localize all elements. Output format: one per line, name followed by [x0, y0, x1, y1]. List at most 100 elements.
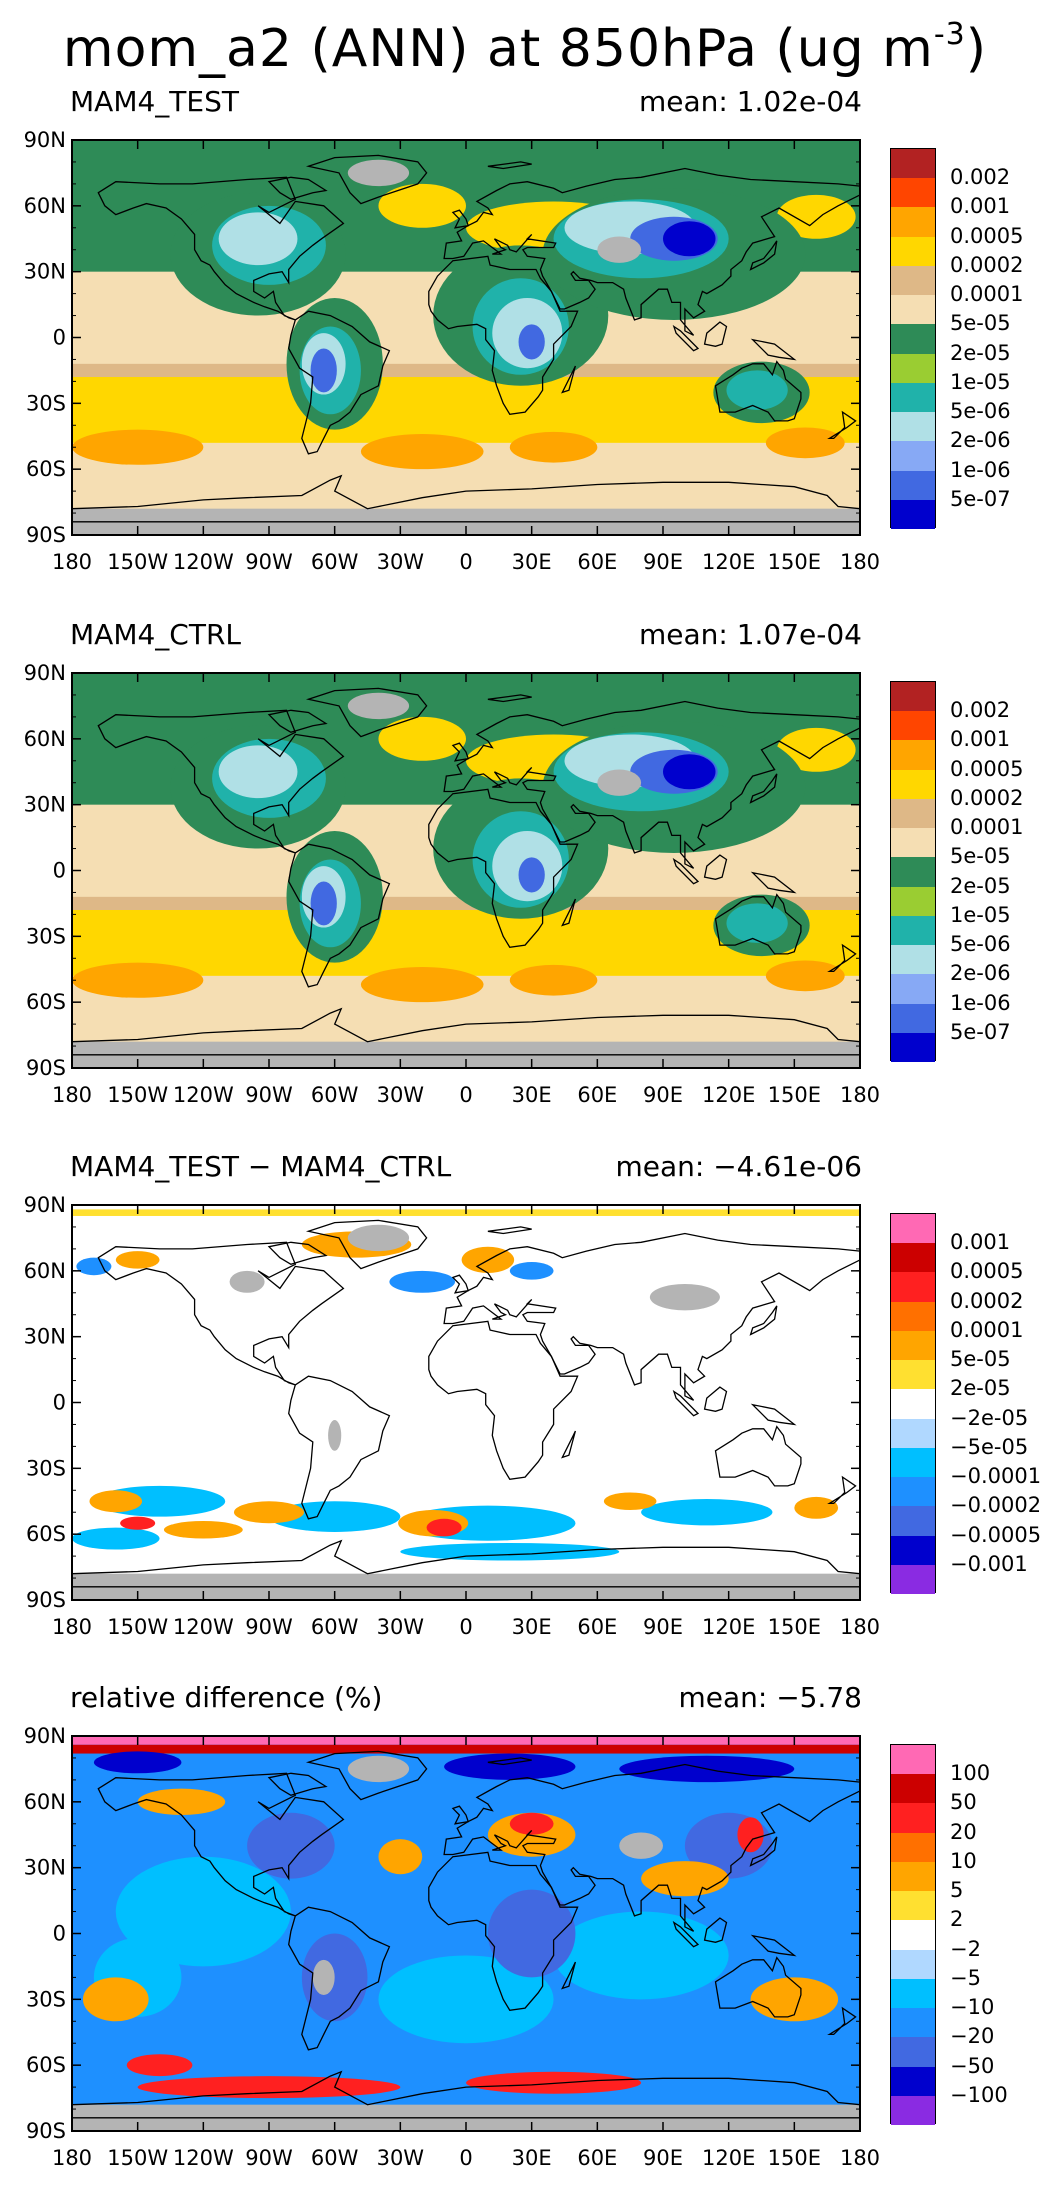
- coastline-japan: [749, 240, 778, 271]
- lat-tick-label: 30N: [24, 260, 66, 284]
- lat-tick-label: 60S: [26, 990, 66, 1014]
- colorbar-tick-label: 5e-06: [950, 399, 1011, 424]
- lat-tick-label: 0: [53, 1922, 66, 1946]
- colorbar-swatch: [891, 2037, 935, 2068]
- map-0: 90N 60N 30N 0 30S 60S 90S 180 150W 120W 90W 60W 30W 0…: [24, 128, 880, 574]
- lon-tick-label: 0: [459, 550, 472, 574]
- colorbar-swatch: [891, 1506, 935, 1537]
- colorbar-swatch: [891, 2066, 935, 2097]
- coastline-baffin: [267, 1241, 328, 1266]
- field-contour-region: [247, 1812, 335, 1879]
- colorbar-swatch: [891, 265, 935, 296]
- coastlines: [72, 687, 860, 1056]
- coastline-north-america: [97, 709, 345, 854]
- colorbar-swatch: [891, 2095, 935, 2126]
- colorbar-swatch: [891, 382, 935, 413]
- colorbar-swatch: [891, 324, 935, 355]
- field-contour-region: [115, 1251, 160, 1269]
- coastline-baffin: [267, 1772, 328, 1797]
- field-contour-region: [89, 1490, 143, 1513]
- coastline-africa: [428, 255, 579, 416]
- field-layer: [72, 1205, 860, 1600]
- lon-tick-label: 60W: [311, 1615, 359, 1639]
- lon-tick-label: 120E: [702, 550, 755, 574]
- coastline-new-guinea: [750, 338, 797, 361]
- lat-tick-label: 60N: [24, 1790, 66, 1814]
- lon-tick-label: 120E: [702, 1615, 755, 1639]
- lon-tick-label: 90W: [245, 550, 293, 574]
- field-contour-region: [509, 431, 598, 463]
- coastline-svalbard-arc: [487, 1757, 532, 1766]
- field-contour-region: [163, 1521, 243, 1539]
- title-close-paren: ): [965, 19, 988, 79]
- coastline-eurasia: [443, 167, 860, 336]
- field-contour-region: [378, 1955, 554, 2044]
- coastline-south-america: [288, 310, 391, 455]
- lon-tick-label: 180: [840, 1083, 880, 1107]
- colorbar-tick-label: −0.0002: [950, 1493, 1042, 1518]
- field-contour-region: [509, 1812, 554, 1835]
- field-contour-region: [726, 370, 788, 410]
- lon-tick-label: 180: [840, 550, 880, 574]
- lon-tick-label: 120W: [173, 2146, 234, 2170]
- lat-tick-label: 0: [53, 326, 66, 350]
- lon-tick-label: 30W: [377, 1083, 425, 1107]
- field-contour-region: [72, 962, 204, 998]
- field-contour-region: [93, 1751, 182, 1774]
- lon-tick-label: 0: [459, 1615, 472, 1639]
- colorbar-swatch: [891, 1272, 935, 1303]
- field-contour-region: [218, 212, 298, 266]
- coastline-south-america: [288, 1375, 391, 1520]
- colorbar-swatch: [891, 1447, 935, 1478]
- colorbar-tick-label: 10: [950, 1848, 977, 1873]
- coastline-new-zealand: [827, 1475, 857, 1505]
- coastline-new-zealand: [827, 2006, 857, 2036]
- field-contour-region: [76, 1257, 112, 1276]
- colorbar-tick-label: 0.0001: [950, 1317, 1024, 1342]
- lon-tick-label: 60E: [577, 1615, 617, 1639]
- coastline-borneo: [703, 1917, 728, 1943]
- field-contour-region: [233, 1501, 305, 1524]
- colorbar: [890, 148, 936, 530]
- colorbar-swatch: [891, 1891, 935, 1921]
- lat-tick-label: 30N: [24, 1325, 66, 1349]
- panel-label: MAM4_CTRL: [70, 618, 241, 651]
- field-contour-region: [378, 716, 466, 761]
- colorbar-tick-label: 1e-05: [950, 902, 1011, 927]
- field-contour-region: [776, 194, 856, 239]
- colorbar-swatch: [891, 441, 935, 472]
- colorbar-tick-label: −20: [950, 2024, 995, 2049]
- panel-mean: mean: −5.78: [678, 1681, 862, 1714]
- colorbar-swatch: [891, 207, 935, 238]
- coastline-new-guinea: [750, 1934, 797, 1957]
- colorbar-swatch: [891, 828, 935, 858]
- colorbar-swatch: [891, 1803, 935, 1834]
- colorbar-tick-label: 0.0002: [950, 1288, 1024, 1313]
- field-contour-region: [603, 1492, 657, 1511]
- colorbar-tick-label: 0.001: [950, 194, 1011, 219]
- lat-tick-label: 30N: [24, 793, 66, 817]
- field-contour-region: [649, 1284, 720, 1311]
- colorbar-swatch: [891, 1920, 935, 1951]
- coastline-borneo: [703, 854, 728, 880]
- lon-tick-label: 60E: [577, 550, 617, 574]
- colorbar-tick-label: −10: [950, 1995, 995, 2020]
- panel-relative-difference: relative difference (%) mean: −5.78 90N 6…: [0, 1680, 1050, 2210]
- panel-mam4-test: MAM4_TEST mean: 1.02e-04 90N 60N 30N 0 30S 60…: [0, 84, 1050, 614]
- field-contour-region: [518, 857, 545, 893]
- coastline-madagascar: [561, 1430, 577, 1459]
- field-layer: [72, 1736, 860, 2131]
- field-layer: [72, 140, 860, 535]
- coastline-madagascar: [561, 1961, 577, 1990]
- lon-tick-label: 150E: [768, 1615, 821, 1639]
- panel-label: MAM4_TEST: [70, 85, 239, 118]
- coastline-greenland: [305, 687, 428, 738]
- field-contour-region: [426, 1518, 462, 1537]
- coastline-madagascar: [561, 365, 577, 394]
- coastline-south-america: [288, 1906, 391, 2051]
- panel-mean: mean: −4.61e-06: [615, 1150, 862, 1183]
- coastline-eurasia: [443, 1232, 860, 1401]
- coastline-japan: [749, 773, 778, 804]
- colorbar-swatch: [891, 1564, 935, 1595]
- coastline-svalbard-arc: [487, 161, 532, 170]
